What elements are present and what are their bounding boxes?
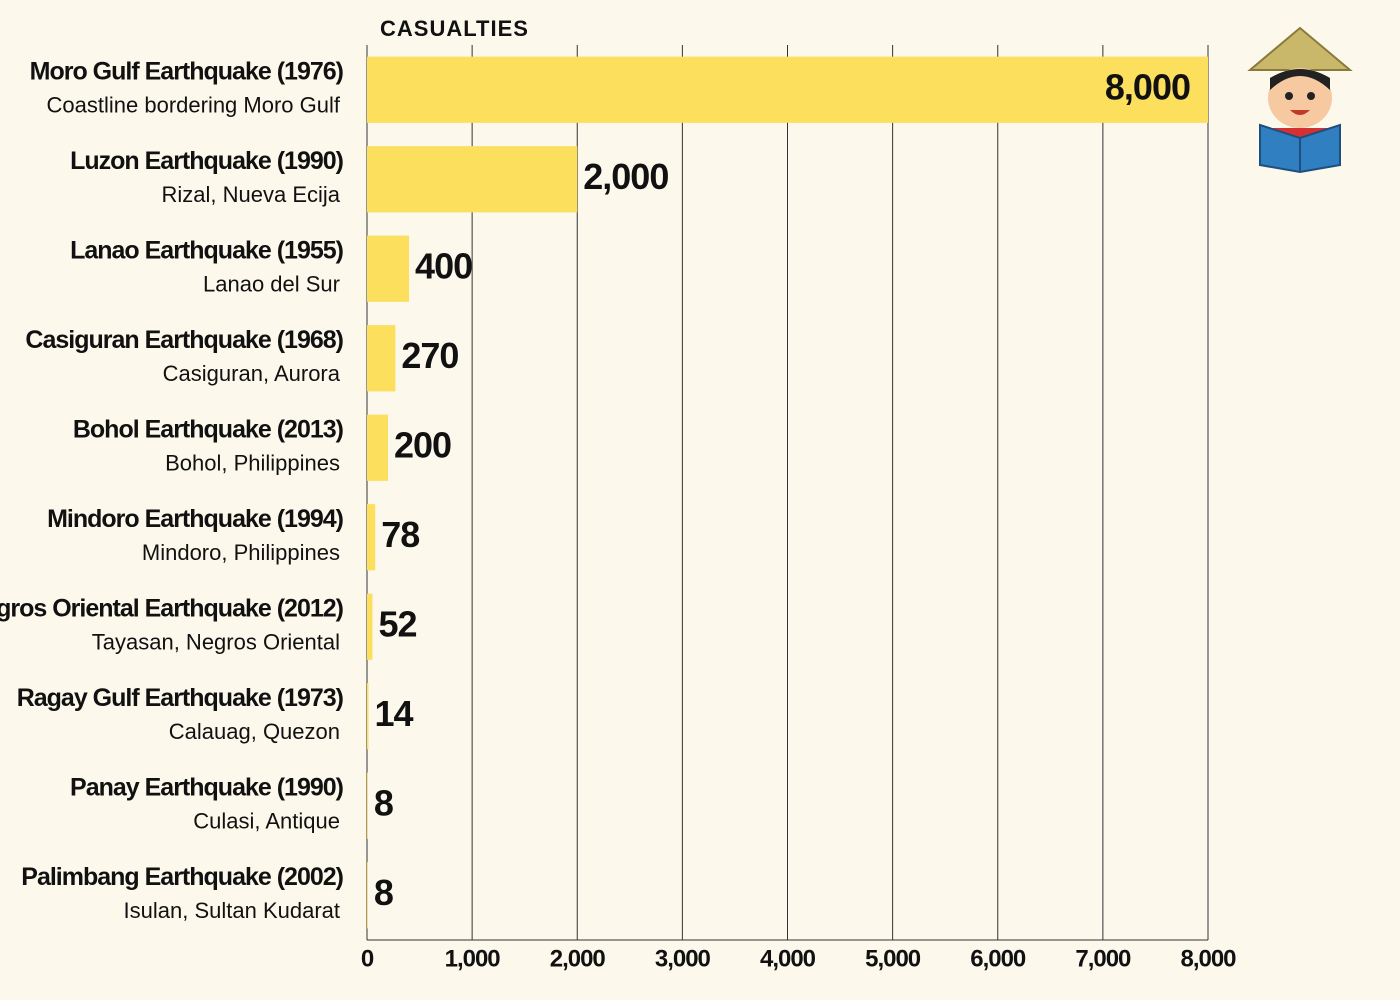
bar xyxy=(367,862,368,929)
value-label: 200 xyxy=(394,424,451,465)
location-label: Coastline bordering Moro Gulf xyxy=(47,93,341,118)
x-tick-label: 2,000 xyxy=(550,945,606,972)
x-tick-label: 5,000 xyxy=(865,945,921,972)
value-label: 8 xyxy=(374,782,393,823)
location-label: Casiguran, Aurora xyxy=(163,361,341,386)
value-label: 270 xyxy=(401,335,458,376)
bar xyxy=(367,146,578,213)
x-tick-label: 7,000 xyxy=(1075,945,1131,972)
value-label: 14 xyxy=(374,693,413,734)
bar xyxy=(367,235,410,302)
bar xyxy=(367,593,373,660)
location-label: Isulan, Sultan Kudarat xyxy=(124,898,340,923)
x-tick-label: 6,000 xyxy=(970,945,1026,972)
bar xyxy=(367,683,369,750)
location-label: Culasi, Antique xyxy=(193,809,340,834)
category-label: Lanao Earthquake (1955) xyxy=(70,236,344,264)
value-label: 8,000 xyxy=(1105,66,1190,107)
category-label: Casiguran Earthquake (1968) xyxy=(25,326,343,354)
bar xyxy=(367,504,376,571)
category-label: Palimbang Earthquake (2002) xyxy=(21,863,343,891)
x-tick-label: 4,000 xyxy=(760,945,816,972)
bar xyxy=(367,414,389,481)
location-label: Calauag, Quezon xyxy=(169,719,340,744)
bar xyxy=(367,325,396,392)
value-label: 400 xyxy=(415,245,472,286)
category-label: Moro Gulf Earthquake (1976) xyxy=(30,57,344,85)
bar xyxy=(367,56,1208,123)
location-label: Rizal, Nueva Ecija xyxy=(161,182,340,207)
value-label: 2,000 xyxy=(583,156,668,197)
location-label: Mindoro, Philippines xyxy=(142,540,340,565)
x-tick-label: 3,000 xyxy=(655,945,711,972)
category-label: Mindoro Earthquake (1994) xyxy=(47,505,344,533)
category-label: Luzon Earthquake (1990) xyxy=(70,147,344,175)
category-label: Bohol Earthquake (2013) xyxy=(73,415,344,443)
category-label: Panay Earthquake (1990) xyxy=(70,773,344,801)
mascot-icon xyxy=(1247,26,1353,174)
value-label: 8 xyxy=(374,872,393,913)
x-tick-label: 8,000 xyxy=(1180,945,1236,972)
value-label: 78 xyxy=(381,514,419,555)
x-tick-label: 0 xyxy=(361,945,374,972)
location-label: Bohol, Philippines xyxy=(165,451,340,476)
axis-title: CASUALTIES xyxy=(380,16,529,41)
category-label: Negros Oriental Earthquake (2012) xyxy=(0,594,344,622)
value-label: 52 xyxy=(378,603,416,644)
location-label: Lanao del Sur xyxy=(203,272,340,297)
x-tick-label: 1,000 xyxy=(445,945,501,972)
location-label: Tayasan, Negros Oriental xyxy=(92,630,340,655)
bar xyxy=(367,772,368,839)
category-label: Ragay Gulf Earthquake (1973) xyxy=(17,684,344,712)
